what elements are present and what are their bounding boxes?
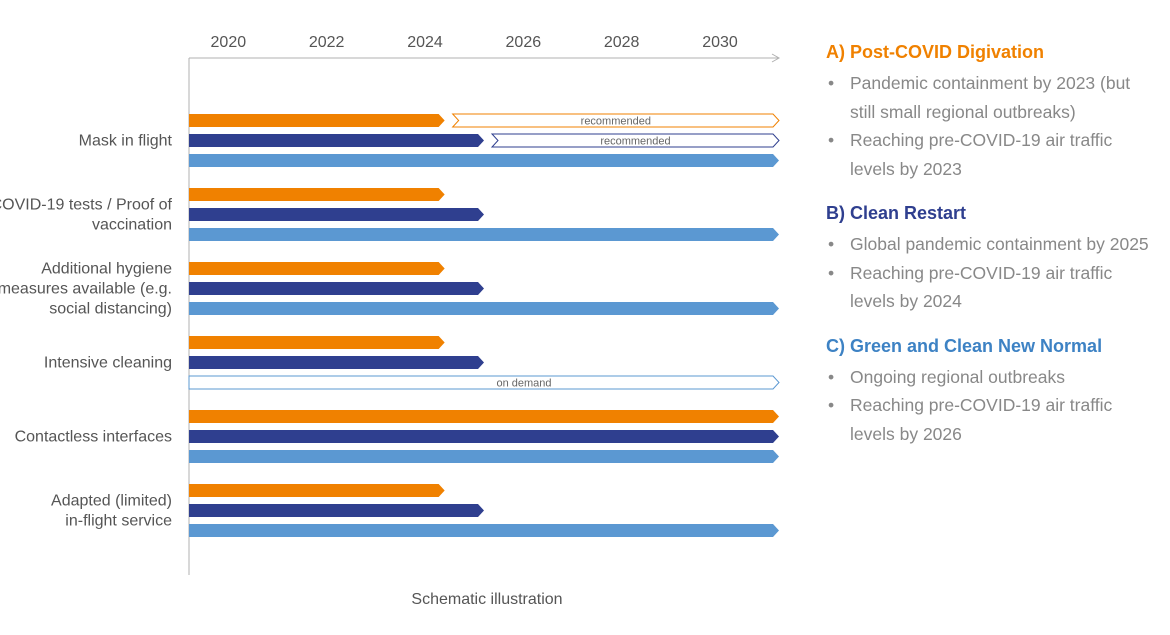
- timeline-bar: [189, 450, 779, 463]
- scenario-a: A) Post-COVID Digivation • Pandemic conta…: [826, 42, 1156, 183]
- x-tick-label: 2030: [702, 34, 738, 51]
- x-tick-label: 2022: [309, 34, 345, 51]
- row-label: Intensive cleaning: [44, 355, 172, 372]
- outline-bar: [188, 375, 780, 390]
- scenario-c-title: C) Green and Clean New Normal: [826, 335, 1103, 356]
- timeline-bar: [189, 282, 484, 295]
- row-label: Additional hygiene: [41, 261, 172, 278]
- row-label: Adapted (limited): [51, 493, 172, 510]
- timeline-bar: [189, 336, 445, 349]
- bar-label: recommended: [600, 136, 670, 148]
- scenario-c: C) Green and Clean New Normal • Ongoing r…: [826, 336, 1156, 449]
- row-label: Contactless interfaces: [15, 429, 172, 446]
- scenario-b-title: B) Clean Restart: [826, 203, 967, 223]
- x-tick-label: 2024: [407, 34, 443, 51]
- timeline-bar: [189, 114, 445, 127]
- row-label: social distancing): [49, 301, 172, 318]
- timeline-bar: [189, 188, 445, 201]
- row-label: Mask in flight: [79, 133, 173, 150]
- timeline-bar: [189, 228, 779, 241]
- bullet-icon: •: [828, 234, 835, 254]
- timeline-bar: [189, 356, 484, 369]
- timeline-chart: 2020 2022 2024 2026 2028 2030 Mask in flight re…: [0, 34, 781, 608]
- scenario-a-item: • Pandemic containment by 2023 (but still…: [826, 69, 1156, 126]
- scenario-a-item: • Reaching pre-COVID-19 air traffic level…: [826, 126, 1156, 183]
- extension-bar: [490, 133, 780, 148]
- scenario-legend: A) Post-COVID Digivation • Pandemic conta…: [826, 42, 1156, 468]
- x-tick-label: 2020: [211, 34, 247, 51]
- scenario-b-item: • Reaching pre-COVID-19 air traffic level…: [826, 259, 1156, 316]
- x-axis-arrow-icon: [771, 53, 781, 63]
- scenario-b: B) Clean Restart • Global pandemic contai…: [826, 203, 1156, 316]
- scenario-a-title: A) Post-COVID Digivation: [826, 42, 1045, 62]
- bullet-icon: •: [828, 73, 835, 93]
- scenario-b-list: • Global pandemic containment by 2025 • Re…: [826, 230, 1156, 316]
- scenario-b-item: • Global pandemic containment by 2025: [826, 230, 1156, 259]
- extension-bar: [451, 113, 780, 128]
- bullet-icon: •: [828, 262, 835, 283]
- chart-caption: Schematic illustration: [411, 591, 562, 608]
- bar-label: on demand: [496, 378, 551, 390]
- scenario-c-item: • Reaching pre-COVID-19 air traffic level…: [826, 391, 1156, 448]
- timeline-bar: [189, 134, 484, 147]
- timeline-bar: [189, 504, 484, 517]
- timeline-bar: [189, 154, 779, 167]
- timeline-bar: [189, 262, 445, 275]
- bullet-icon: •: [828, 366, 835, 387]
- x-tick-label: 2028: [604, 34, 640, 51]
- timeline-bar: [189, 410, 779, 423]
- scenario-a-list: • Pandemic containment by 2023 (but still…: [826, 69, 1156, 183]
- row-label: vaccination: [92, 217, 172, 234]
- timeline-bar: [189, 524, 779, 537]
- timeline-bar: [189, 302, 779, 315]
- scenario-c-list: • Ongoing regional outbreaks • Reaching pr…: [826, 363, 1156, 449]
- timeline-bar: [189, 430, 779, 443]
- row-label: in-flight service: [65, 513, 172, 530]
- scenario-c-item: • Ongoing regional outbreaks: [826, 363, 1156, 392]
- x-tick-label: 2026: [506, 34, 542, 51]
- timeline-bar: [189, 208, 484, 221]
- row-label: COVID-19 tests / Proof of: [0, 197, 173, 214]
- row-label: measures available (e.g.: [0, 281, 172, 298]
- timeline-bar: [189, 484, 445, 497]
- bullet-icon: •: [828, 130, 835, 150]
- bar-label: recommended: [581, 116, 651, 128]
- bullet-icon: •: [828, 395, 835, 415]
